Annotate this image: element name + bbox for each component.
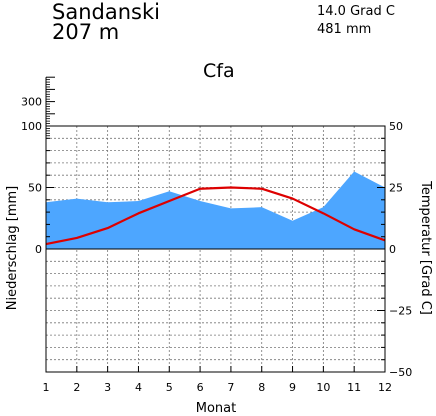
- month-tick-label: 10: [316, 381, 330, 394]
- station-name: Sandanski: [52, 0, 160, 24]
- x-axis-label: Monat: [196, 401, 236, 416]
- month-tick-label: 1: [43, 381, 50, 394]
- right-tick-label: −25: [389, 305, 412, 318]
- month-tick-label: 9: [289, 381, 296, 394]
- left-axis-label: Niederschlag [mm]: [5, 186, 20, 311]
- right-tick-label: 25: [389, 182, 403, 195]
- month-tick-label: 8: [258, 381, 265, 394]
- station-elevation: 207 m: [52, 20, 120, 44]
- month-tick-label: 3: [104, 381, 111, 394]
- annual-precipitation: 481 mm: [317, 22, 372, 37]
- left-tick-label: 50: [28, 182, 42, 195]
- right-tick-label: −50: [389, 366, 412, 379]
- temperature-line: [45, 186, 386, 246]
- precipitation-area: [46, 171, 385, 249]
- month-tick-label: 7: [227, 381, 234, 394]
- data-layer: [45, 171, 386, 249]
- left-tick-label: 300: [21, 96, 42, 109]
- left-tick-label: 0: [35, 243, 42, 256]
- month-tick-label: 4: [135, 381, 142, 394]
- month-tick-label: 6: [197, 381, 204, 394]
- month-tick-label: 12: [378, 381, 392, 394]
- right-axis-label: Temperatur [Grad C]: [418, 180, 433, 315]
- left-tick-label: 100: [21, 120, 42, 133]
- climate-class: Cfa: [203, 60, 235, 82]
- month-tick-label: 5: [166, 381, 173, 394]
- right-tick-label: 0: [389, 243, 396, 256]
- month-tick-label: 2: [73, 381, 80, 394]
- month-tick-label: 11: [347, 381, 361, 394]
- right-tick-label: 50: [389, 120, 403, 133]
- mean-temperature: 14.0 Grad C: [317, 4, 395, 19]
